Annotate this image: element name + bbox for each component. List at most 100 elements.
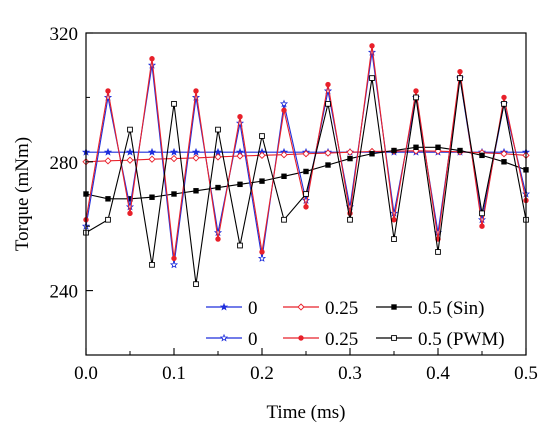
data-point — [126, 156, 134, 164]
data-point — [369, 75, 375, 81]
y-tick-label: 240 — [50, 282, 79, 303]
data-point — [303, 168, 309, 175]
data-point — [281, 107, 287, 113]
data-point — [169, 147, 179, 156]
data-point — [281, 216, 287, 223]
data-point — [191, 147, 201, 156]
data-point — [127, 210, 133, 217]
data-point — [171, 191, 177, 197]
legend-entry: 0.5 (Sin) — [376, 298, 485, 319]
data-point — [215, 184, 221, 191]
data-point — [325, 100, 331, 107]
data-point — [259, 178, 265, 184]
plot-series — [81, 43, 531, 288]
data-point — [235, 118, 245, 127]
data-point — [149, 194, 155, 200]
data-point — [413, 144, 419, 151]
legend-marker — [391, 304, 397, 310]
tick-labels: 0.0 0.1 0.2 0.3 0.4 0.5 240 280 320 — [50, 24, 538, 384]
data-point — [149, 56, 155, 62]
legend-label: 0.25 — [325, 298, 358, 319]
data-point — [105, 196, 111, 202]
legend-marker — [219, 333, 229, 342]
data-point — [325, 81, 331, 88]
data-point — [127, 126, 133, 133]
legend-marker — [297, 303, 305, 311]
x-tick-label: 0.3 — [338, 363, 362, 384]
series-2 — [83, 144, 529, 202]
data-point — [369, 151, 375, 157]
data-point — [435, 249, 441, 255]
data-point — [391, 236, 397, 242]
data-point — [105, 88, 111, 94]
data-point — [501, 100, 507, 107]
data-point — [237, 114, 243, 120]
x-tick-label: 0.0 — [74, 363, 98, 384]
data-point — [214, 153, 222, 161]
data-point — [457, 75, 463, 81]
axis-ticks — [85, 32, 527, 355]
data-point — [479, 152, 485, 159]
data-point — [457, 147, 463, 154]
y-tick-label: 320 — [50, 24, 79, 45]
data-point — [347, 216, 353, 223]
legend: 0 0.25 0.5 (Sin) 0 0.25 0.5 (PWM) — [206, 298, 505, 350]
legend-marker — [219, 302, 229, 311]
legend-entry: 0.25 — [283, 298, 358, 319]
x-tick-label: 0.2 — [250, 363, 274, 384]
data-point — [213, 228, 223, 237]
data-point — [170, 154, 178, 163]
legend-entry: 0.5 (PWM) — [376, 329, 505, 350]
legend-entry: 0 — [206, 329, 258, 350]
legend-label: 0.5 (PWM) — [418, 329, 505, 350]
data-point — [501, 159, 507, 165]
data-point — [302, 150, 310, 158]
legend-marker — [298, 335, 304, 341]
data-point — [303, 191, 309, 197]
data-point — [103, 147, 113, 156]
data-point — [391, 217, 397, 223]
legend-label: 0.5 (Sin) — [418, 298, 485, 319]
data-point — [279, 99, 289, 108]
data-point — [479, 223, 485, 229]
data-point — [500, 150, 508, 158]
data-point — [169, 260, 179, 269]
data-point — [215, 126, 221, 133]
y-axis-title: Torque (mNm) — [12, 137, 33, 251]
series-5 — [83, 75, 529, 288]
legend-entry: 0.25 — [283, 329, 358, 350]
data-point — [259, 249, 265, 255]
data-point — [193, 188, 199, 194]
data-point — [501, 94, 507, 101]
data-point — [191, 93, 201, 101]
legend-label: 0 — [248, 329, 258, 350]
x-axis-title: Time (ms) — [266, 402, 345, 423]
legend-label: 0 — [248, 298, 258, 319]
data-point — [301, 196, 311, 204]
data-point — [103, 93, 113, 101]
data-point — [391, 147, 397, 154]
data-point — [413, 88, 419, 94]
data-point — [147, 60, 157, 69]
data-point — [367, 48, 377, 56]
data-point — [323, 86, 333, 95]
data-point — [237, 242, 243, 249]
data-point — [215, 236, 221, 242]
data-point — [237, 181, 243, 188]
data-point — [325, 162, 331, 168]
data-point — [389, 209, 399, 217]
data-point — [171, 255, 177, 262]
data-point — [148, 155, 156, 163]
data-point — [192, 154, 200, 162]
data-point — [257, 254, 267, 262]
data-point — [477, 215, 487, 224]
data-point — [324, 149, 332, 157]
data-point — [457, 68, 463, 75]
data-point — [281, 173, 287, 179]
data-point — [280, 151, 288, 159]
data-point — [171, 100, 177, 107]
data-point — [236, 152, 244, 160]
legend-label: 0.25 — [325, 329, 358, 350]
data-point — [125, 202, 135, 211]
series-4 — [83, 43, 529, 262]
